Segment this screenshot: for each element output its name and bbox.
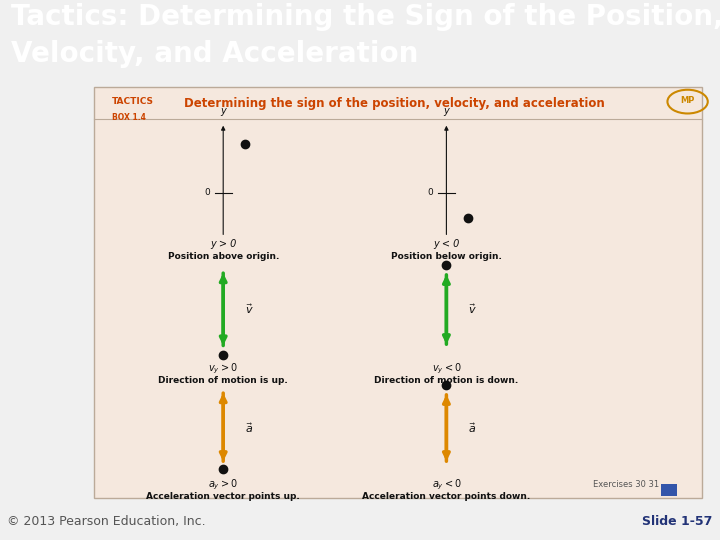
Text: $\vec{a}$: $\vec{a}$ [245, 421, 253, 435]
Text: Determining the sign of the position, velocity, and acceleration: Determining the sign of the position, ve… [184, 97, 604, 110]
Text: TACTICS: TACTICS [112, 97, 153, 106]
Text: $v_y > 0$: $v_y > 0$ [208, 361, 238, 376]
Bar [661, 484, 677, 496]
Text: Direction of motion is up.: Direction of motion is up. [158, 376, 288, 385]
Text: Direction of motion is down.: Direction of motion is down. [374, 376, 518, 385]
Text: © 2013 Pearson Education, Inc.: © 2013 Pearson Education, Inc. [7, 515, 206, 528]
Text: Acceleration vector points down.: Acceleration vector points down. [362, 491, 531, 501]
Bar [94, 87, 702, 498]
Text: 0: 0 [204, 188, 210, 197]
Text: y: y [220, 106, 226, 117]
Text: $a_y > 0$: $a_y > 0$ [208, 477, 238, 492]
Text: Position above origin.: Position above origin. [168, 252, 279, 261]
Text: BOX 1.4: BOX 1.4 [112, 113, 145, 122]
Text: y > 0: y > 0 [210, 239, 236, 248]
Text: Position below origin.: Position below origin. [391, 252, 502, 261]
Text: $v_y < 0$: $v_y < 0$ [431, 361, 462, 376]
Text: y < 0: y < 0 [433, 239, 459, 248]
Text: $\vec{a}$: $\vec{a}$ [468, 421, 477, 435]
Text: $a_y < 0$: $a_y < 0$ [431, 477, 462, 492]
Text: MP: MP [680, 96, 695, 105]
Text: Slide 1-57: Slide 1-57 [642, 515, 713, 528]
Text: $\vec{v}$: $\vec{v}$ [245, 302, 253, 315]
Text: Acceleration vector points up.: Acceleration vector points up. [146, 491, 300, 501]
Text: Tactics: Determining the Sign of the Position,
Velocity, and Acceleration: Tactics: Determining the Sign of the Pos… [11, 3, 720, 68]
Text: Exercises 30 31: Exercises 30 31 [593, 481, 659, 489]
Text: 0: 0 [428, 188, 433, 197]
Text: $\vec{v}$: $\vec{v}$ [468, 302, 477, 315]
Text: y: y [444, 106, 449, 117]
